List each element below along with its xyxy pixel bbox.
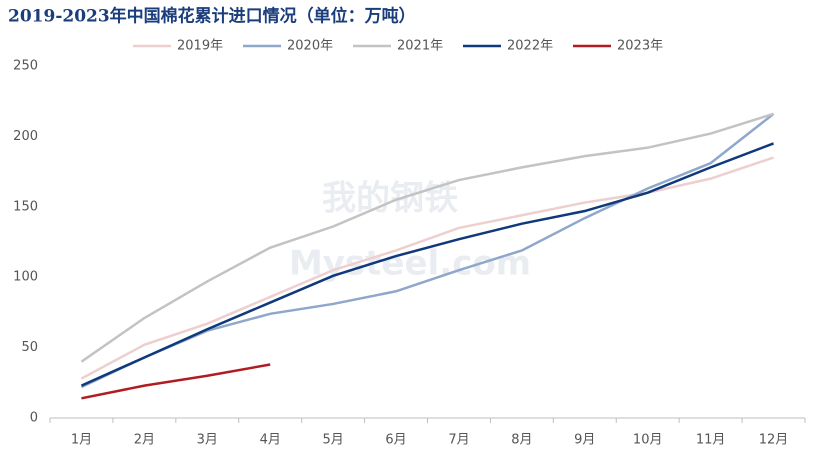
series-line (81, 363, 271, 400)
x-tick-label: 5月 (322, 433, 343, 448)
x-tick-label: 4月 (260, 433, 281, 448)
y-tick-label: 150 (13, 199, 38, 214)
legend-label: 2019年 (177, 39, 223, 54)
legend-label: 2021年 (397, 39, 443, 54)
legend-label: 2022年 (507, 39, 553, 54)
y-tick-label: 200 (13, 129, 38, 144)
watermark: 我的钢铁 (322, 179, 458, 219)
x-tick-label: 1月 (71, 433, 92, 448)
x-tick-label: 2月 (134, 433, 155, 448)
y-tick-label: 250 (13, 59, 38, 74)
y-tick-label: 0 (30, 411, 38, 426)
series-line (80, 156, 774, 380)
legend-label: 2020年 (287, 39, 333, 54)
x-tick-label: 7月 (448, 433, 469, 448)
y-tick-label: 50 (21, 340, 38, 355)
x-tick-label: 8月 (511, 433, 532, 448)
y-tick-label: 100 (13, 270, 38, 285)
x-tick-label: 10月 (633, 433, 663, 448)
x-tick-label: 12月 (759, 433, 789, 448)
x-tick-label: 11月 (696, 433, 726, 448)
x-tick-label: 9月 (574, 433, 595, 448)
chart-title: 2019-2023年中国棉花累计进口情况（单位：万吨） (8, 6, 416, 27)
series-line (80, 142, 774, 387)
x-tick-label: 6月 (385, 433, 406, 448)
watermark: Mysteel.com (289, 244, 531, 284)
x-tick-label: 3月 (197, 433, 218, 448)
series-line (80, 112, 774, 363)
legend-label: 2023年 (617, 39, 663, 54)
